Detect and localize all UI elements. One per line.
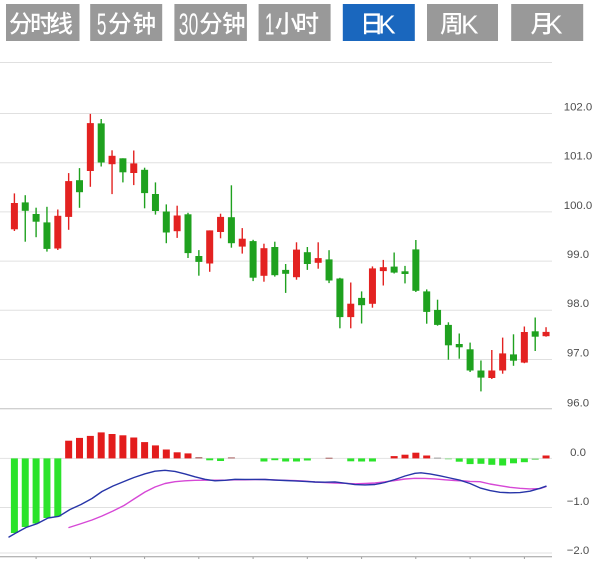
svg-text:0: 0 (189, 7, 199, 42)
svg-text:5: 5 (97, 7, 107, 42)
svg-text:K: K (545, 10, 563, 40)
svg-text:101.0: 101.0 (564, 151, 593, 163)
svg-text:97.0: 97.0 (567, 347, 589, 359)
svg-text:−1.0: −1.0 (567, 496, 590, 508)
svg-text:98.0: 98.0 (567, 298, 589, 310)
svg-text:3: 3 (179, 7, 189, 42)
svg-text:102.0: 102.0 (564, 101, 593, 113)
svg-text:K: K (461, 10, 479, 40)
svg-text:1: 1 (265, 7, 275, 42)
svg-text:−2.0: −2.0 (567, 545, 590, 557)
svg-text:K: K (378, 10, 396, 40)
svg-text:100.0: 100.0 (564, 200, 593, 212)
svg-text:99.0: 99.0 (567, 249, 589, 261)
svg-text:96.0: 96.0 (567, 398, 589, 410)
svg-text:0.0: 0.0 (570, 447, 586, 459)
